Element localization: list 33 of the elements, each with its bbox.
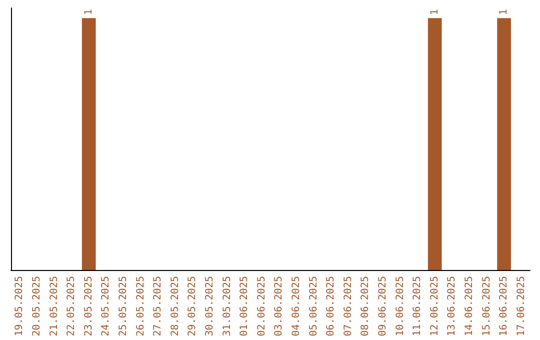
x-tick-label: 30.05.2025 (204, 276, 216, 336)
x-tick-label: 11.06.2025 (412, 276, 424, 336)
data-label: 1 (498, 9, 510, 16)
x-tick-label: 29.05.2025 (187, 276, 198, 336)
x-tick-label: 08.06.2025 (360, 276, 372, 336)
data-label: 1 (83, 9, 94, 16)
x-tick-label: 05.06.2025 (308, 276, 320, 336)
x-tick-label: 22.05.2025 (66, 276, 78, 336)
x-tick-label: 15.06.2025 (481, 276, 492, 336)
x-tick-label: 10.06.2025 (394, 276, 406, 336)
x-tick-label: 31.05.2025 (222, 276, 233, 336)
x-tick-label: 24.05.2025 (100, 276, 112, 336)
x-tick-label: 21.05.2025 (48, 276, 60, 336)
x-tick-label: 27.05.2025 (152, 276, 164, 336)
x-tick-label: 09.06.2025 (377, 276, 388, 336)
x-tick-label: 04.06.2025 (290, 276, 302, 336)
x-tick-label: 03.06.2025 (274, 276, 285, 336)
x-tick-label: 14.06.2025 (464, 276, 475, 336)
x-tick-label: 20.05.2025 (31, 276, 42, 336)
x-tick-label: 16.06.2025 (498, 276, 510, 336)
x-tick-label: 06.06.2025 (326, 276, 337, 336)
x-tick-label: 25.05.2025 (118, 276, 129, 336)
x-tick-label: 26.05.2025 (135, 276, 146, 336)
x-tick-label: 13.06.2025 (446, 276, 458, 336)
x-tick-label: 02.06.2025 (256, 276, 268, 336)
data-label: 1 (429, 9, 440, 16)
x-tick-label: 23.05.2025 (83, 276, 94, 336)
x-tick-label: 12.06.2025 (429, 276, 440, 336)
x-tick-label: 19.05.2025 (14, 276, 26, 336)
x-tick-label: 17.06.2025 (516, 276, 527, 336)
x-tick-label: 01.06.2025 (239, 276, 250, 336)
x-tick-label: 28.05.2025 (170, 276, 181, 336)
x-tick-label: 07.06.2025 (342, 276, 354, 336)
